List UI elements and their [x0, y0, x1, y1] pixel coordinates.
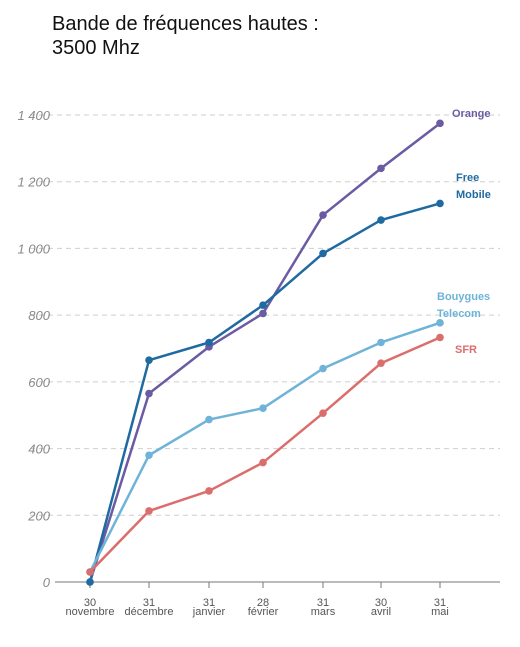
y-tick-label: 1 200: [17, 175, 50, 190]
data-point-free-mobile: [145, 356, 153, 364]
x-tick-month: février: [248, 606, 279, 618]
y-tick-label: 600: [28, 375, 50, 390]
chart-title: Bande de fréquences hautes : 3500 Mhz: [52, 13, 319, 59]
series-line-orange: [88, 122, 441, 583]
data-point-free-mobile: [319, 249, 327, 258]
y-tick-label: 200: [27, 508, 50, 523]
series-line-sfr: [89, 336, 441, 573]
data-point-orange: [436, 119, 444, 128]
series-labels: Orange Free Mobile Bouygues Telecom SFR: [437, 108, 491, 356]
x-tick-day: 31: [434, 597, 446, 609]
data-point-free-mobile: [205, 338, 213, 347]
x-tick-day: 30: [84, 597, 96, 609]
data-point-free-mobile: [377, 216, 385, 224]
data-point-free-mobile: [86, 578, 94, 586]
x-tick-month: décembre: [125, 606, 174, 618]
series-points: [86, 119, 444, 586]
series-line-free-mobile: [88, 202, 441, 583]
data-point-orange: [377, 164, 385, 173]
data-point-bouygues-telecom: [205, 415, 213, 424]
series-label-sfr: SFR: [455, 344, 477, 356]
x-tick-day: 31: [143, 597, 155, 609]
y-tick-label: 1 400: [17, 108, 50, 123]
data-point-orange: [319, 211, 327, 219]
data-point-sfr: [145, 507, 153, 515]
x-tick-day: 31: [203, 597, 215, 609]
series-label-orange: Orange: [452, 108, 491, 120]
data-point-sfr: [436, 333, 444, 342]
series-label-bouygues-telecom: Telecom: [437, 308, 481, 320]
x-tick-month: mai: [431, 606, 449, 618]
data-point-orange: [145, 389, 153, 398]
y-tick-label: 800: [28, 308, 50, 323]
x-axis-ticks: 30novembre31décembre31janvier28février31…: [66, 582, 449, 618]
data-point-sfr: [377, 359, 385, 367]
series-label-bouygues-telecom: Bouygues: [437, 291, 490, 303]
data-point-free-mobile: [259, 301, 267, 309]
y-tick-label: 400: [28, 442, 50, 457]
x-tick-day: 30: [375, 597, 387, 609]
data-point-orange: [259, 309, 267, 318]
series-label-free-mobile: Mobile: [456, 189, 491, 201]
y-tick-label: 1 000: [17, 241, 50, 256]
data-point-sfr: [319, 409, 327, 418]
data-point-bouygues-telecom: [259, 404, 267, 413]
x-tick-day: 28: [257, 597, 269, 609]
series-lines: [88, 122, 441, 583]
data-point-bouygues-telecom: [436, 319, 444, 327]
series-label-free-mobile: Free: [456, 172, 479, 184]
data-point-free-mobile: [436, 199, 444, 208]
x-tick-month: janvier: [192, 606, 226, 618]
x-tick-day: 31: [317, 597, 329, 609]
x-tick-month: mars: [311, 606, 336, 618]
x-tick-month: avril: [371, 606, 391, 618]
data-point-bouygues-telecom: [377, 338, 385, 347]
data-point-sfr: [259, 458, 267, 467]
data-point-sfr: [205, 487, 213, 495]
data-point-bouygues-telecom: [145, 451, 153, 460]
data-point-sfr: [86, 568, 94, 576]
y-axis-ticks: 0 200 400 600 800 1 000 1 200 1 400: [17, 108, 50, 590]
data-point-bouygues-telecom: [319, 364, 327, 373]
x-tick-month: novembre: [66, 606, 115, 618]
y-tick-label: 0: [43, 575, 51, 590]
